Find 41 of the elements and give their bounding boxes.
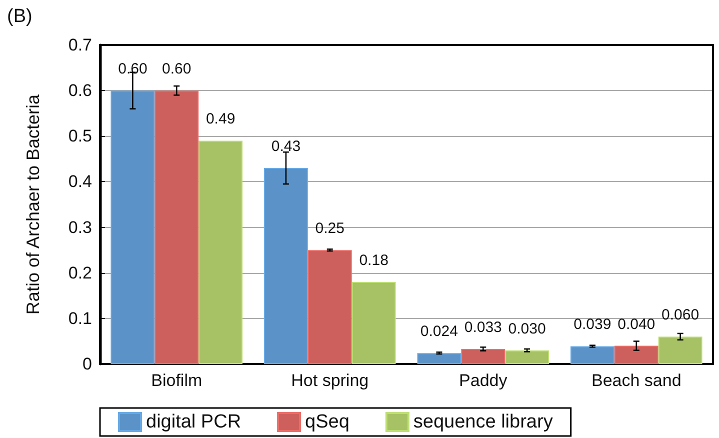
y-tick-label: 0.6 — [68, 81, 92, 100]
x-tick-label: Beach sand — [591, 371, 682, 390]
text: 0.60 — [162, 60, 192, 78]
chart-title: (B) — [7, 6, 32, 27]
text: 0.18 — [359, 252, 388, 269]
y-axis-title: Ratio of Archaer to Bacteria — [23, 93, 43, 315]
legend-label: qSeq — [305, 412, 350, 432]
text: 0.49 — [206, 110, 236, 128]
text: 0.040 — [618, 316, 656, 333]
y-tick-label: 0 — [82, 354, 92, 374]
text: 0.25 — [315, 220, 344, 238]
bar — [198, 140, 243, 364]
bar — [570, 346, 614, 364]
text: 0.030 — [508, 320, 546, 338]
y-tick-label: 0.2 — [68, 263, 92, 282]
bar — [658, 336, 702, 364]
y-tick-label: 0.1 — [68, 308, 92, 328]
x-tick-label: Biofilm — [151, 371, 202, 390]
text: 0.033 — [464, 318, 502, 336]
text: 0.43 — [271, 138, 301, 156]
y-tick-label: 0.5 — [68, 126, 92, 146]
legend-label: digital PCR — [146, 412, 242, 432]
x-tick-label: Paddy — [459, 371, 508, 390]
bar — [614, 346, 658, 364]
bar — [417, 353, 462, 364]
text: 0.039 — [574, 316, 612, 334]
bar — [352, 282, 396, 364]
bar — [110, 90, 155, 364]
bar — [264, 168, 308, 364]
text: 0.060 — [662, 306, 700, 324]
bar — [154, 90, 199, 364]
bar — [308, 250, 352, 364]
y-tick-label: 0.3 — [68, 218, 92, 237]
bar — [461, 348, 506, 364]
y-tick-label: 0.7 — [68, 36, 92, 54]
legend-label: sequence library — [413, 412, 554, 432]
x-tick-label: Hot spring — [291, 371, 369, 390]
text: 0.024 — [420, 323, 458, 340]
y-tick-label: 0.4 — [68, 172, 92, 192]
bar — [505, 350, 550, 364]
text: 0.60 — [118, 60, 148, 78]
